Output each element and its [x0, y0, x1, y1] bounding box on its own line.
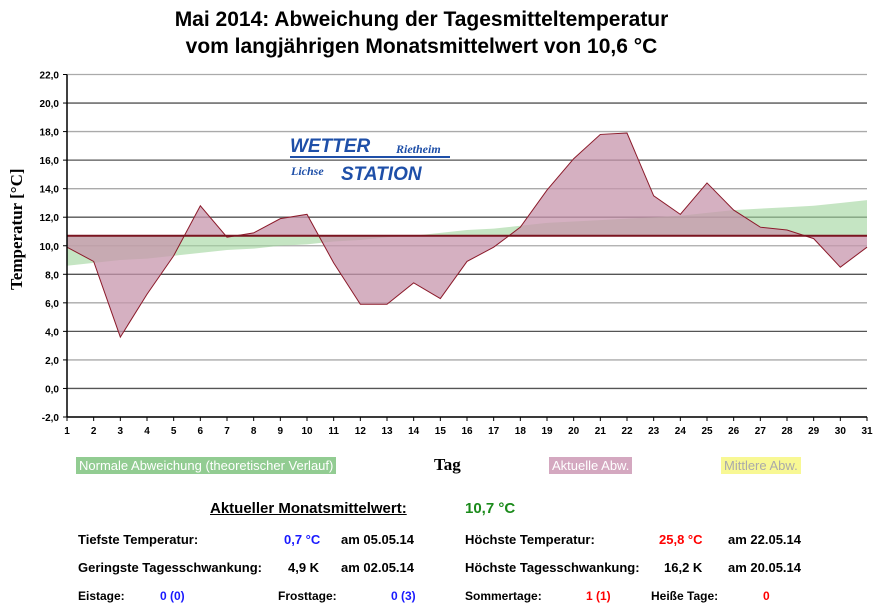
- actual-line: [66, 132, 868, 339]
- mean-label: Aktueller Monatsmittelwert:: [210, 500, 407, 517]
- svg-text:Rietheim: Rietheim: [395, 142, 441, 156]
- chart-title: Mai 2014: Abweichung der Tagesmitteltemp…: [174, 8, 669, 58]
- x-tick-label: 4: [144, 426, 150, 437]
- grid: [67, 73, 867, 418]
- x-tick-label: 13: [381, 426, 393, 437]
- max-date: am 22.05.14: [728, 532, 802, 547]
- x-tick-label: 26: [728, 426, 740, 437]
- minrange-date: am 02.05.14: [341, 560, 415, 575]
- max-value: 25,8 °C: [659, 532, 703, 547]
- y-tick-label: 4,0: [45, 327, 59, 338]
- x-tick-label: 22: [621, 426, 633, 437]
- x-tick-label: 17: [488, 426, 500, 437]
- x-tick-label: 2: [91, 426, 97, 437]
- x-tick-label: 30: [835, 426, 847, 437]
- x-tick-label: 25: [701, 426, 713, 437]
- y-tick-label: 20,0: [40, 99, 60, 110]
- x-tick-label: 21: [595, 426, 607, 437]
- svg-text:Lichse: Lichse: [290, 164, 324, 178]
- axes: 22,020,018,016,014,012,010,08,06,04,02,0…: [40, 71, 873, 438]
- x-tick-label: 24: [675, 426, 687, 437]
- x-tick-label: 11: [328, 426, 339, 437]
- minrange-label: Geringste Tagesschwankung:: [78, 560, 262, 575]
- eis-value: 0 (0): [160, 589, 185, 603]
- x-tick-label: 10: [301, 426, 313, 437]
- x-tick-label: 9: [278, 426, 284, 437]
- x-tick-label: 16: [461, 426, 473, 437]
- x-tick-label: 23: [648, 426, 660, 437]
- svg-text:WETTER: WETTER: [290, 136, 370, 157]
- mean-value: 10,7 °C: [465, 500, 516, 517]
- y-tick-label: 16,0: [40, 156, 60, 167]
- min-date: am 05.05.14: [341, 532, 415, 547]
- x-tick-label: 19: [541, 426, 553, 437]
- minrange-value: 4,9 K: [288, 560, 320, 575]
- chart: 22,020,018,016,014,012,010,08,06,04,02,0…: [7, 71, 873, 438]
- x-tick-label: 28: [781, 426, 793, 437]
- areas: [66, 132, 868, 339]
- x-tick-label: 1: [64, 426, 70, 437]
- y-tick-label: 0,0: [45, 384, 59, 395]
- max-label: Höchste Temperatur:: [465, 532, 595, 547]
- x-tick-label: 12: [355, 426, 367, 437]
- x-tick-label: 31: [861, 426, 873, 437]
- y-tick-label: 18,0: [40, 128, 60, 139]
- logo: WETTER Rietheim Lichse STATION: [290, 136, 450, 185]
- sommer-value: 1 (1): [586, 589, 611, 603]
- x-tick-label: 18: [515, 426, 527, 437]
- x-tick-label: 27: [755, 426, 767, 437]
- x-tick-label: 20: [568, 426, 580, 437]
- svg-text:STATION: STATION: [341, 164, 423, 185]
- x-tick-label: 8: [251, 426, 257, 437]
- maxrange-label: Höchste Tagesschwankung:: [465, 560, 640, 575]
- heiss-label: Heiße Tage:: [651, 589, 719, 603]
- y-tick-label: 22,0: [40, 71, 60, 82]
- min-label: Tiefste Temperatur:: [78, 532, 199, 547]
- min-value: 0,7 °C: [284, 532, 321, 547]
- legend-mean: Mittlere Abw.: [721, 457, 801, 474]
- maxrange-date: am 20.05.14: [728, 560, 802, 575]
- x-tick-label: 6: [198, 426, 204, 437]
- x-tick-label: 7: [224, 426, 230, 437]
- normal-area: [67, 200, 867, 266]
- x-tick-label: 3: [118, 426, 124, 437]
- y-tick-label: 10,0: [40, 242, 60, 253]
- legend-normal: Normale Abweichung (theoretischer Verlau…: [76, 457, 337, 474]
- sommer-label: Sommertage:: [465, 589, 542, 603]
- frost-label: Frosttage:: [278, 589, 337, 603]
- y-tick-label: 6,0: [45, 299, 59, 310]
- frost-value: 0 (3): [391, 589, 416, 603]
- x-tick-label: 14: [408, 426, 420, 437]
- x-axis-label: Tag: [434, 455, 461, 474]
- x-tick-label: 5: [171, 426, 177, 437]
- y-tick-label: 14,0: [40, 185, 60, 196]
- x-tick-label: 29: [808, 426, 820, 437]
- eis-label: Eistage:: [78, 589, 125, 603]
- mean-line: [67, 234, 867, 237]
- heiss-value: 0: [763, 589, 770, 603]
- y-axis-label: Temperatur [°C]: [7, 168, 26, 290]
- legend-actual: Aktuelle Abw.: [549, 457, 633, 474]
- maxrange-value: 16,2 K: [664, 560, 703, 575]
- y-tick-label: 8,0: [45, 270, 59, 281]
- y-tick-label: 12,0: [40, 213, 60, 224]
- x-tick-label: 15: [435, 426, 447, 437]
- y-tick-label: 2,0: [45, 356, 59, 367]
- y-tick-label: -2,0: [42, 413, 60, 424]
